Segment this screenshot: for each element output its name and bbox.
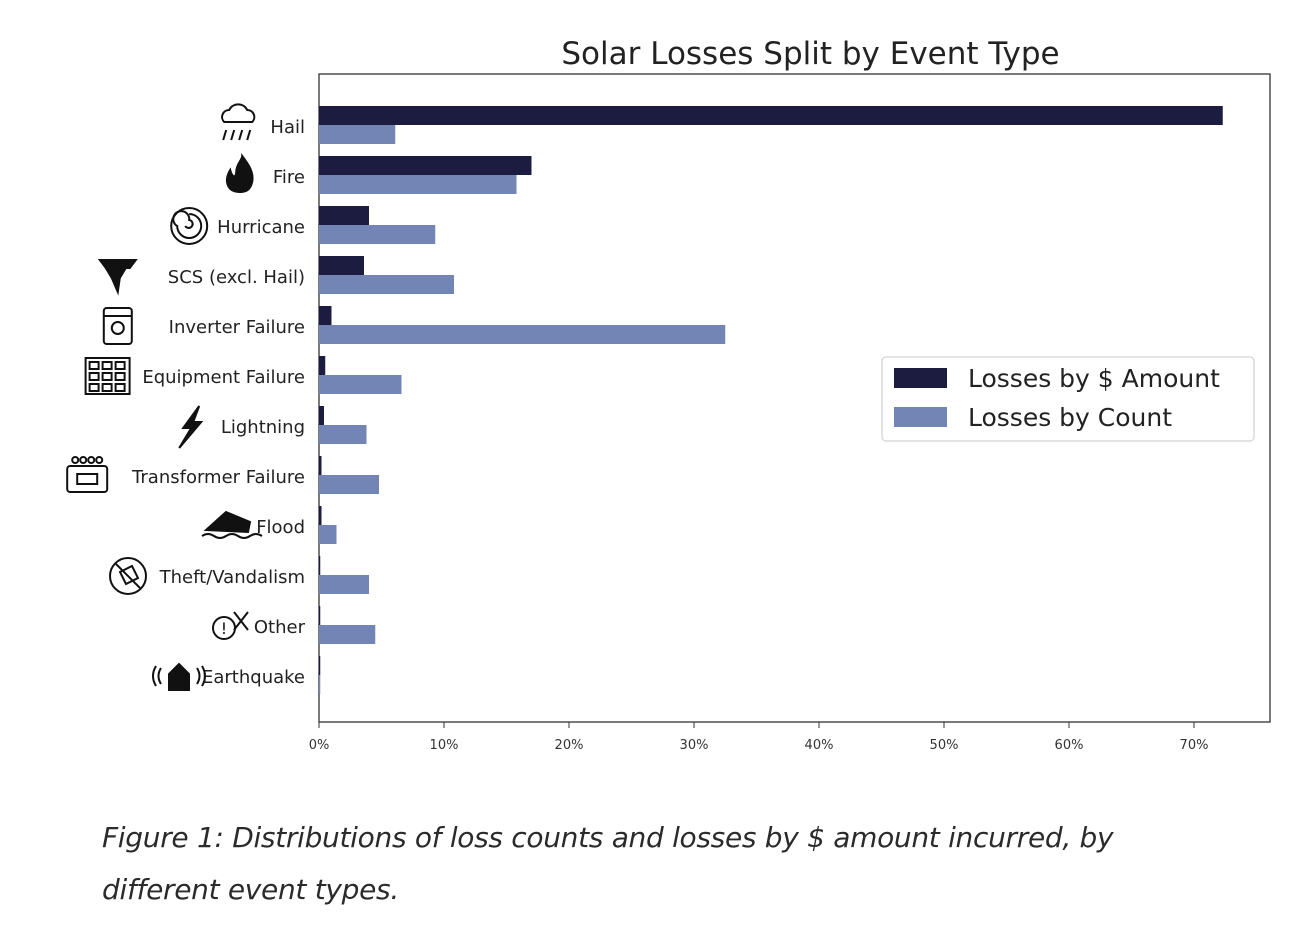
category-label: Other [254,617,306,638]
bar-losses-by-count-equipment-failure [319,375,402,394]
x-tick-label: 50% [930,738,959,753]
flood-icon [201,510,263,539]
category-label: Hurricane [217,217,305,238]
hail-icon [221,103,256,141]
fire-icon [226,153,254,194]
chart: Solar Losses Split by Event Type 0% 10% 20%… [66,36,1271,753]
bar-losses-by-amount-lightning [319,406,324,425]
category-label: SCS (excl. Hail) [168,267,305,288]
bar-losses-by-count-earthquake [319,675,321,694]
x-tick-label: 30% [680,738,709,753]
bar-losses-by-count-inverter-failure [319,325,726,344]
bar-losses-by-count-lightning [319,425,367,444]
bar-losses-by-count-theft-vandalism [319,575,369,594]
category-label: Lightning [221,417,305,438]
bar-losses-by-count-hail [319,125,396,144]
lightning-icon [178,405,204,449]
earthquake-icon [152,662,206,691]
bar-losses-by-amount-fire [319,156,532,175]
bar-losses-by-amount-scs-excl-hail [319,256,364,275]
category-label: Equipment Failure [142,367,305,388]
legend-label: Losses by $ Amount [968,364,1220,393]
legend-label: Losses by Count [968,403,1172,432]
bar-losses-by-amount-transformer-failure [319,456,322,475]
bar-losses-by-amount-equipment-failure [319,356,326,375]
x-tick-label: 10% [430,738,459,753]
equipment-icon [84,357,131,395]
category-label: Theft/Vandalism [159,567,305,588]
bar-losses-by-amount-hail [319,106,1223,125]
inverter-icon [102,307,133,345]
category-label: Transformer Failure [131,467,305,488]
x-tick-label: 20% [555,738,584,753]
tornado-icon [97,259,138,296]
legend-swatch [894,407,947,427]
bar-losses-by-count-other [319,625,376,644]
category-label: Hail [270,117,305,138]
bar-losses-by-amount-theft-vandalism [319,556,321,575]
bar-losses-by-count-flood [319,525,337,544]
figure-caption: Figure 1: Distributions of loss counts a… [102,821,1114,906]
legend-swatch [894,368,947,388]
transformer-icon [66,456,109,493]
category-label: Flood [256,517,305,538]
svg-text:!: ! [221,619,227,638]
hurricane-icon [170,207,209,245]
bar-losses-by-amount-other [319,606,321,625]
bar-losses-by-count-fire [319,175,517,194]
x-tick-label: 70% [1180,738,1209,753]
x-tick-label: 40% [805,738,834,753]
bar-losses-by-amount-earthquake [319,656,321,675]
x-tick-label: 60% [1055,738,1084,753]
bar-losses-by-amount-flood [319,506,322,525]
category-label: Inverter Failure [169,317,305,338]
chart-title: Solar Losses Split by Event Type [561,36,1059,72]
x-tick-label: 0% [309,738,330,753]
bar-losses-by-count-hurricane [319,225,436,244]
bar-losses-by-amount-inverter-failure [319,306,332,325]
plot-frame [318,73,1271,723]
bar-losses-by-count-scs-excl-hail [319,275,454,294]
other-icon: ! [212,611,249,640]
bar-losses-by-amount-hurricane [319,206,369,225]
legend-box [881,356,1255,442]
bar-chart-svg: Solar Losses Split by Event Type 0% 10% 20%… [66,36,1271,753]
category-label: Fire [273,167,305,188]
theft-icon [109,557,147,595]
bar-losses-by-count-transformer-failure [319,475,379,494]
category-label: Earthquake [202,667,305,688]
